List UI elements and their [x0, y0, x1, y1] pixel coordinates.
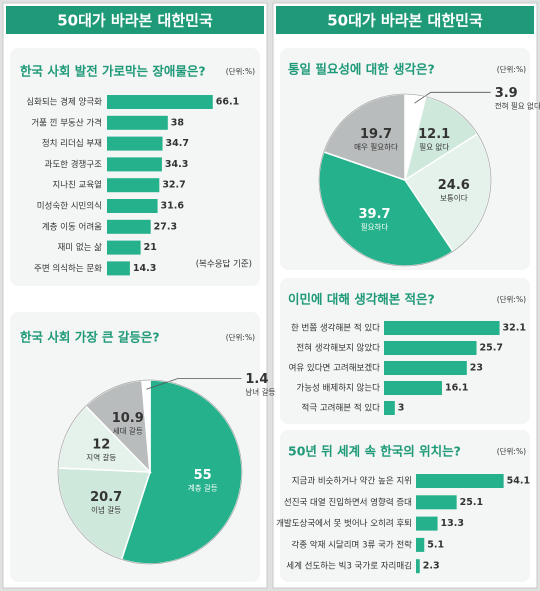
value-label: 16.1: [445, 383, 468, 394]
bar-label: 세계 선도하는 빅3 국가로 자리매김: [286, 561, 412, 572]
value-label: 32.1: [503, 323, 526, 334]
bar: [384, 381, 442, 395]
value-label: 54.1: [507, 476, 530, 487]
right-header-band: [276, 6, 534, 34]
bar: [416, 537, 425, 552]
note: (복수응답 기준): [196, 259, 252, 270]
pie-outline: [318, 93, 492, 267]
bar: [107, 199, 158, 213]
value-label: 5.1: [427, 539, 444, 550]
bar-label: 계층 이동 어려움: [42, 221, 102, 232]
slice-label: 전혀 필요 없다: [495, 100, 540, 110]
value-label: 13.3: [441, 518, 464, 529]
value-label: 2.3: [423, 561, 440, 572]
value-label: 34.7: [166, 138, 189, 149]
value-label: 55: [194, 468, 212, 483]
unit-label: (단위:%): [226, 332, 255, 342]
unit-label: (단위:%): [226, 66, 255, 76]
value-label: 31.6: [161, 201, 185, 212]
bar: [384, 401, 395, 415]
bar-label: 정치 리더십 부재: [42, 138, 102, 149]
section-box: [280, 430, 530, 582]
value-label: 21: [144, 242, 157, 253]
value-label: 34.3: [165, 159, 188, 170]
left-header: 50대가 바라본 대한민국: [57, 12, 213, 30]
bar-label: 적극 고려해본 적 있다: [302, 403, 381, 414]
chart-title: 한국 사회 가장 큰 갈등은?: [20, 330, 160, 345]
value-label: 39.7: [359, 207, 391, 222]
bar: [416, 516, 438, 531]
bar: [107, 115, 168, 130]
bar-label: 지나친 교육열: [52, 180, 102, 191]
bar: [384, 361, 467, 375]
leader-line: [146, 378, 242, 390]
bar: [384, 321, 500, 335]
bar: [107, 178, 160, 193]
value-label: 25.7: [480, 343, 503, 354]
bar-label: 지금과 비슷하거나 약간 높은 지위: [292, 476, 412, 487]
bar-label: 가능성 배제하지 않는다: [296, 383, 380, 394]
slice-label: 필요 없다: [419, 142, 449, 152]
slice-label: 이념 갈등: [91, 504, 121, 514]
bar-label: 각종 악재 시달리며 3류 국가 전락: [291, 539, 412, 550]
slice-label: 계층 갈등: [188, 482, 218, 492]
bar: [107, 136, 163, 151]
value-label: 32.7: [162, 180, 185, 191]
bar-label: 미성숙한 시민의식: [37, 201, 102, 212]
value-label: 3.9: [495, 86, 518, 101]
value-label: 19.7: [360, 127, 392, 142]
bar-label: 선진국 대열 진입하면서 영향력 증대: [284, 497, 412, 508]
unit-label: (단위:%): [497, 294, 526, 304]
bar-label: 전혀 생각해보지 않았다: [296, 343, 380, 354]
value-label: 1.4: [245, 372, 268, 387]
slice-label: 보통이다: [440, 192, 468, 202]
bar: [416, 474, 504, 488]
chart-title: 이민에 대해 생각해본 적은?: [288, 292, 435, 307]
bar-label: 한 번쯤 생각해본 적 있다: [291, 323, 380, 334]
leader-line: [414, 91, 491, 104]
right-header: 50대가 바라본 대한민국: [327, 12, 483, 30]
value-label: 10.9: [112, 411, 144, 426]
slice-label: 남녀 갈등: [245, 388, 275, 397]
bar: [416, 495, 457, 510]
pie-outline: [57, 379, 243, 565]
value-label: 27.3: [154, 221, 177, 232]
chart-title: 한국 사회 발전 가로막는 장애물은?: [20, 64, 206, 79]
bar: [107, 240, 141, 255]
bar-label: 주변 의식하는 문화: [34, 263, 102, 274]
bar: [107, 157, 162, 172]
value-label: 14.3: [133, 263, 156, 274]
value-label: 24.6: [438, 178, 470, 193]
bar: [107, 219, 151, 234]
slice-label: 세대 갈등: [113, 427, 143, 436]
value-label: 66.1: [216, 97, 239, 108]
left-header-band: [6, 6, 264, 34]
value-label: 12: [92, 438, 110, 453]
value-label: 3: [398, 403, 405, 414]
value-label: 12.1: [418, 127, 450, 142]
bar: [107, 95, 213, 109]
slice-label: 지역 갈등: [86, 452, 116, 462]
value-label: 20.7: [90, 490, 122, 505]
bar-label: 개발도상국에서 못 벗어나 오히려 후퇴: [276, 518, 412, 529]
bar-label: 거품 낀 부동산 가격: [31, 117, 102, 128]
bar-label: 여유 있다면 고려해보겠다: [289, 363, 381, 374]
slice-label: 필요하다: [361, 222, 389, 232]
value-label: 25.1: [460, 497, 483, 508]
value-label: 23: [470, 363, 483, 374]
bar: [384, 341, 477, 355]
unit-label: (단위:%): [497, 446, 526, 456]
bar-label: 과도한 경쟁구조: [45, 159, 103, 170]
slice-label: 매우 필요하다: [354, 141, 398, 151]
bar: [416, 559, 420, 574]
value-label: 38: [171, 117, 185, 128]
bar-label: 재미 없는 삶: [57, 243, 102, 253]
chart-title: 50년 뒤 세계 속 한국의 위치는?: [288, 444, 461, 459]
unit-label: (단위:%): [497, 64, 526, 74]
bar: [107, 261, 130, 276]
chart-title: 통일 필요성에 대한 생각은?: [288, 62, 435, 77]
bar-label: 심화되는 경제 양극화: [26, 97, 102, 108]
